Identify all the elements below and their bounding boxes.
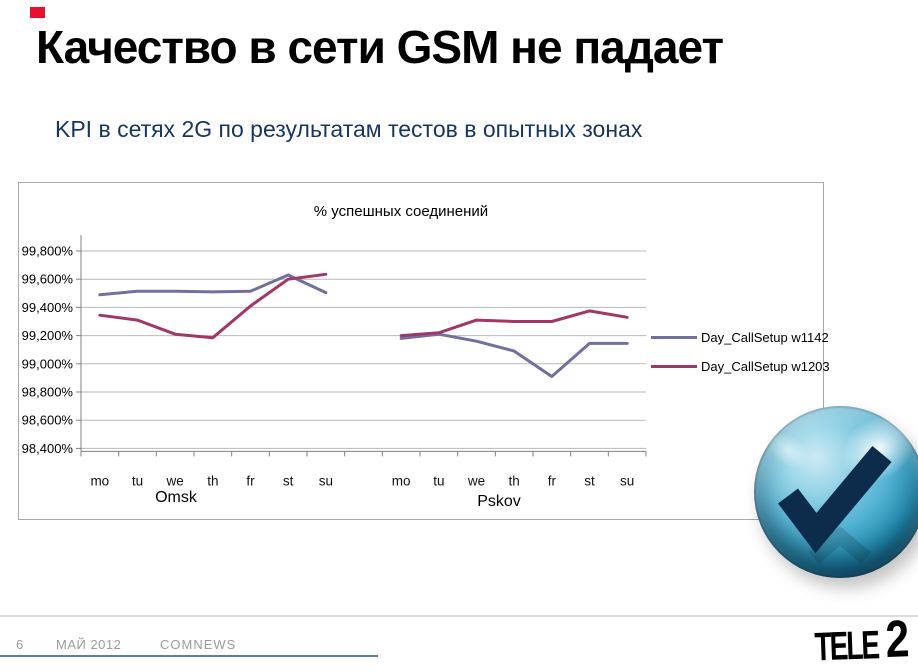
chart-frame: % успешных соединений 99,800% 99,600% 99,4… — [18, 182, 830, 520]
x-tick-label: tu — [132, 473, 143, 488]
y-tick-label: 99,200% — [22, 328, 74, 343]
group-label-omsk: Omsk — [155, 489, 197, 506]
chart-legend: Day_CallSetup w1142 Day_CallSetup w1203 — [651, 323, 830, 381]
footer-brand: COMNEWS — [160, 637, 237, 652]
accent-square — [30, 7, 45, 18]
y-tick-label: 99,600% — [22, 272, 74, 287]
chart-canvas: 99,800% 99,600% 99,400% 99,200% 99,000% 98,80… — [22, 235, 647, 488]
footer-divider — [0, 615, 918, 617]
x-tick-label: st — [283, 473, 294, 488]
footer-date: МАЙ 2012 — [56, 637, 122, 652]
slide-title: Качество в сети GSM не падает — [36, 21, 724, 73]
chart-title: % успешных соединений — [313, 203, 489, 220]
legend-label: Day_CallSetup w1142 — [701, 330, 829, 345]
group-label-pskov: Pskov — [477, 493, 521, 510]
y-tick-label: 99,400% — [22, 300, 74, 315]
series-line — [399, 309, 629, 338]
x-tick-label: we — [166, 473, 184, 488]
bottom-accent-line — [0, 655, 378, 657]
y-tick-label: 98,400% — [22, 441, 74, 456]
legend-label: Day_CallSetup w1203 — [701, 359, 830, 374]
y-tick-label: 98,800% — [22, 385, 74, 400]
y-tick-label: 98,600% — [22, 413, 74, 428]
x-tick-label: mo — [90, 473, 109, 488]
tele2-logo-number: 2 — [884, 610, 911, 669]
checkmark-icon — [778, 445, 892, 564]
check-mark-path — [778, 445, 892, 554]
x-tick-label: th — [207, 473, 218, 488]
page-number: 6 — [16, 637, 24, 652]
legend-swatch-w1142 — [651, 336, 697, 339]
legend-item: Day_CallSetup w1142 — [651, 323, 830, 352]
x-tick-label: su — [620, 473, 634, 488]
x-tick-label: fr — [246, 473, 255, 488]
x-tick-label: mo — [392, 473, 411, 488]
tele2-logo: TELE 2 — [800, 610, 913, 670]
legend-item: Day_CallSetup w1203 — [651, 352, 830, 381]
slide-subtitle: KPI в сетях 2G по результатам тестов в о… — [55, 116, 643, 142]
x-tick-label: tu — [433, 473, 444, 488]
y-tick-label: 99,800% — [22, 244, 74, 259]
tele2-logo-text: TELE — [813, 623, 879, 670]
series-line — [98, 272, 328, 340]
x-tick-label: su — [319, 473, 333, 488]
y-tick-label: 99,000% — [22, 356, 74, 371]
series-line — [98, 273, 328, 297]
series-line — [399, 332, 629, 378]
checkmark-reflection — [809, 526, 871, 564]
x-tick-label: we — [467, 473, 485, 488]
legend-swatch-w1203 — [651, 365, 697, 368]
success-check-icon — [754, 403, 918, 578]
x-tick-label: fr — [548, 473, 557, 488]
x-tick-label: st — [584, 473, 595, 488]
x-tick-label: th — [509, 473, 520, 488]
